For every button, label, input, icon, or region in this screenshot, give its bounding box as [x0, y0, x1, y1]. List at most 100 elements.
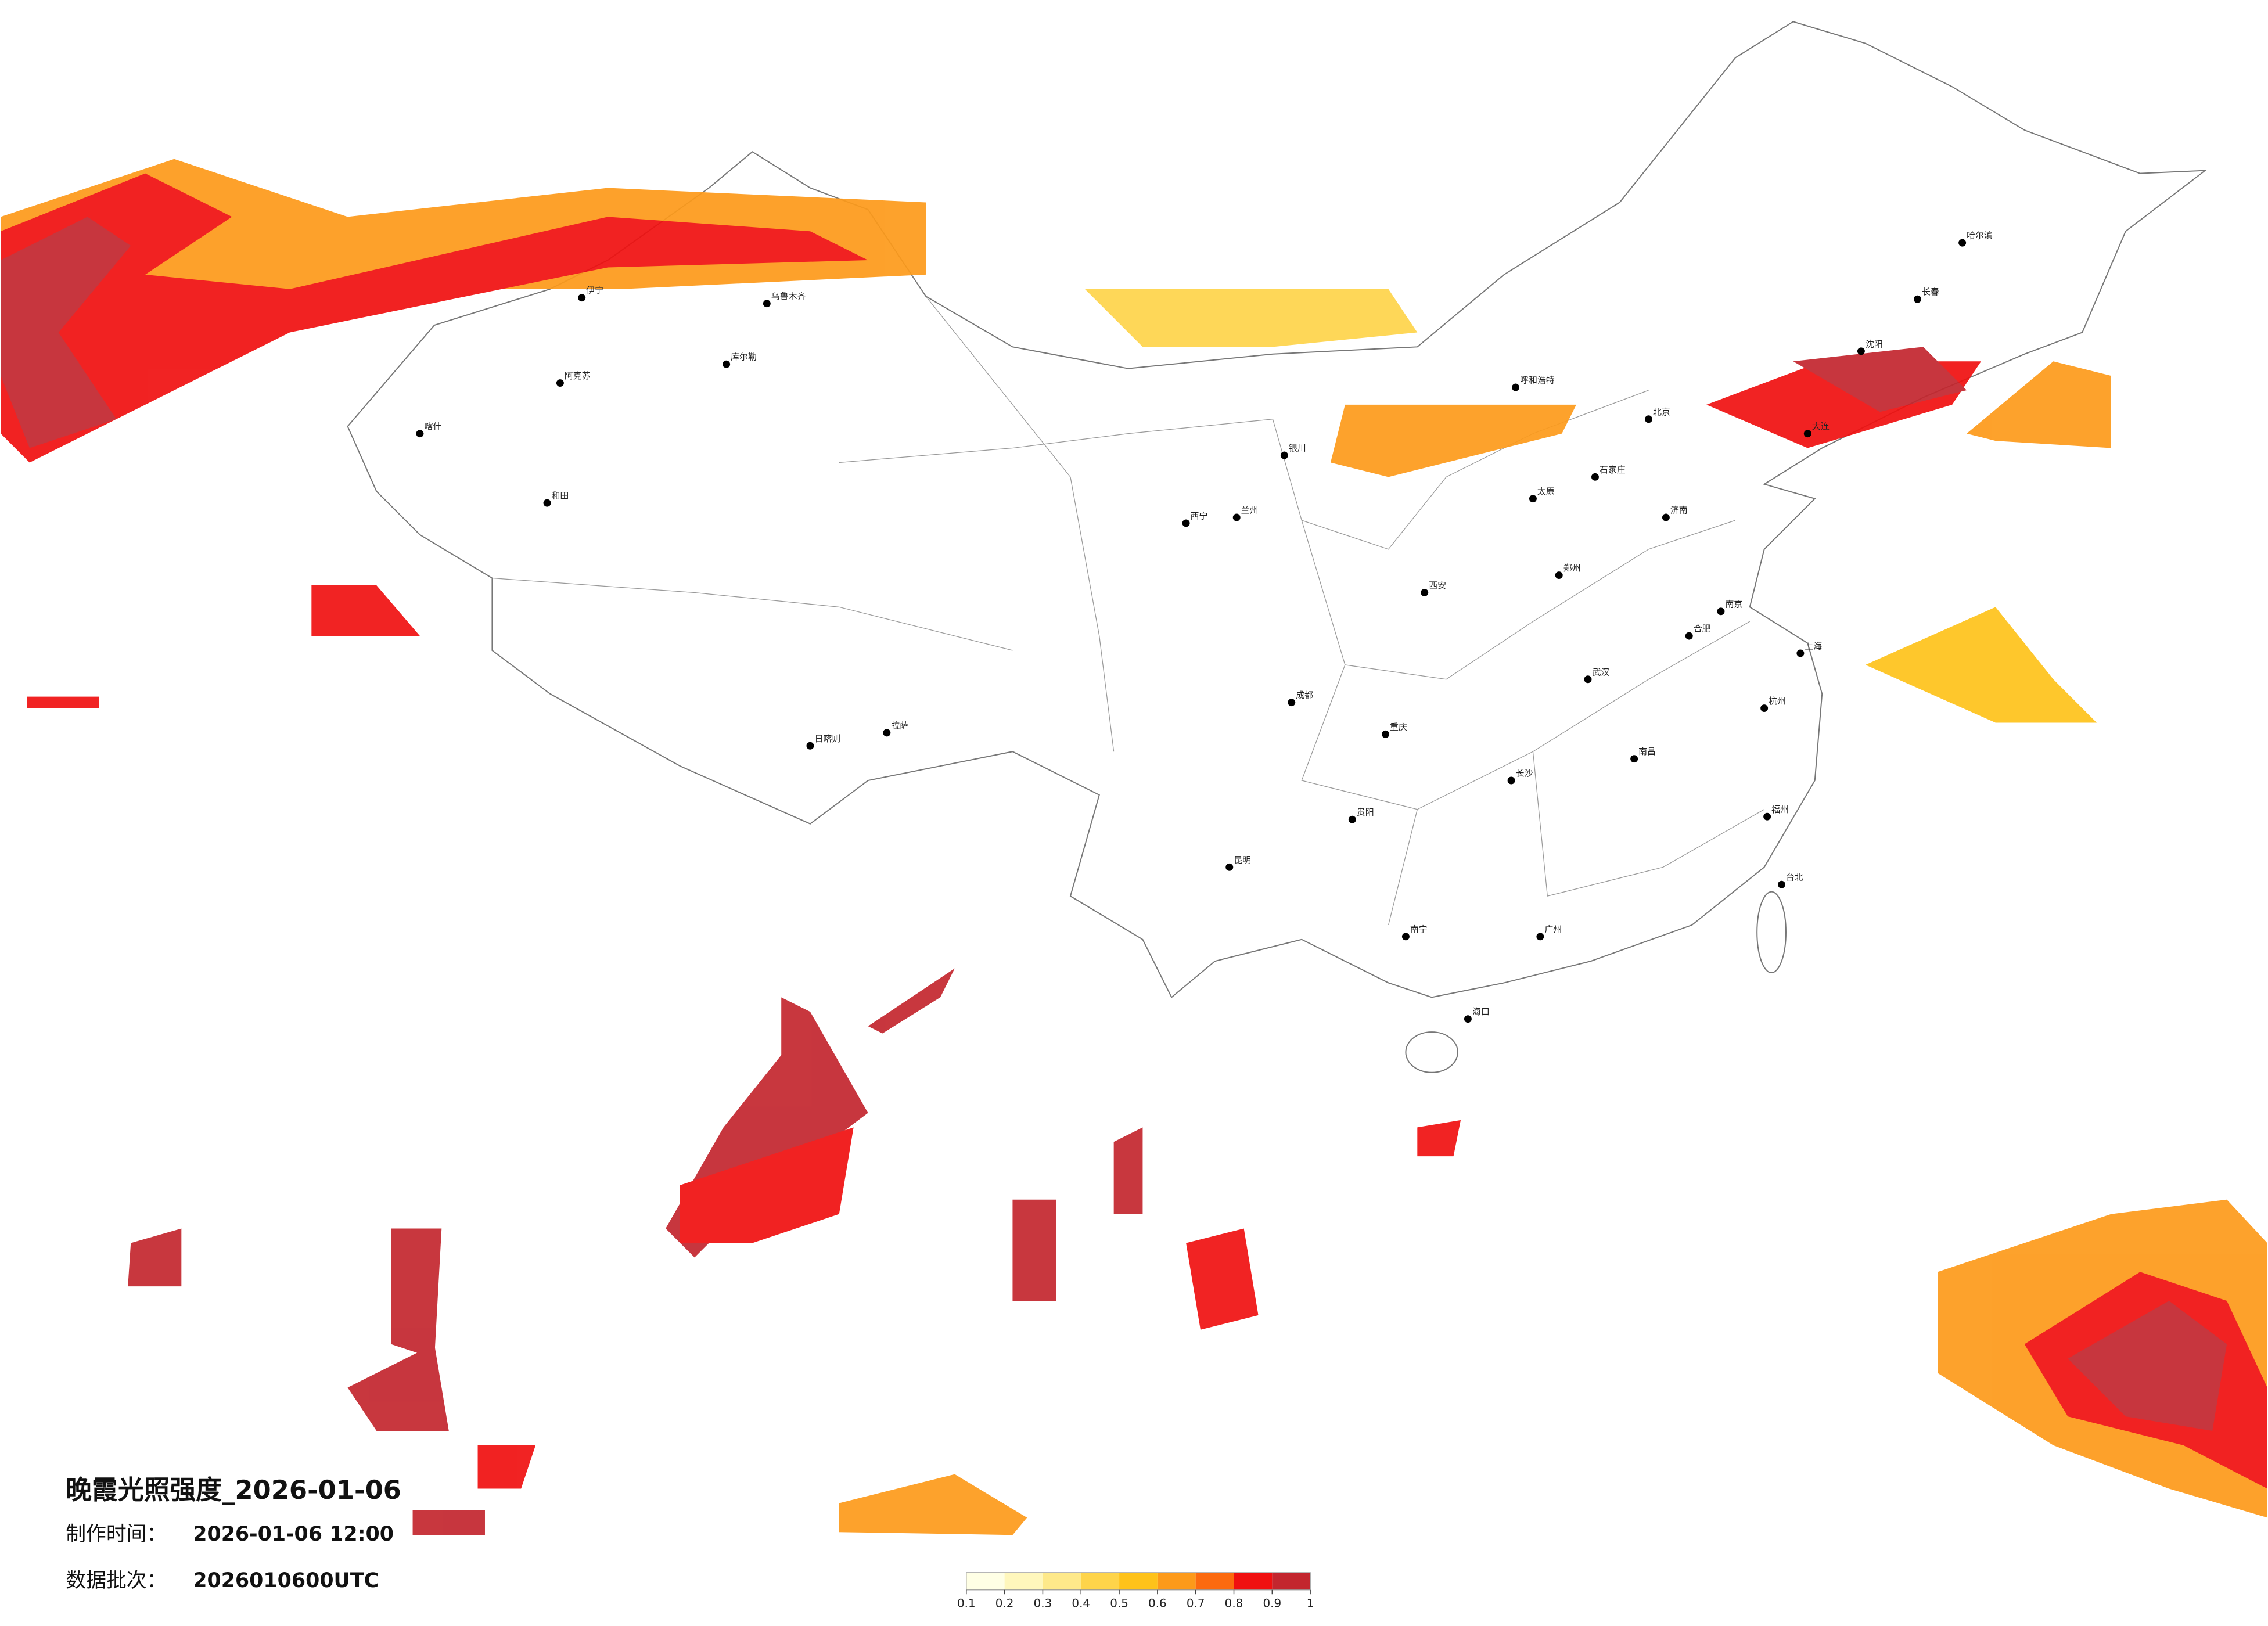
heat-area [680, 1127, 854, 1243]
city-label: 太原 [1537, 486, 1555, 497]
land [347, 21, 2207, 1073]
city-dot [1421, 588, 1429, 596]
colorbar-tick-label: 1 [1307, 1597, 1314, 1610]
colorbar-swatch [1272, 1572, 1311, 1590]
heat-area [128, 1228, 182, 1287]
city-label: 西安 [1429, 580, 1446, 591]
city-label: 合肥 [1694, 624, 1711, 634]
colorbar-frame [966, 1572, 1311, 1591]
heat-area [1, 173, 868, 463]
city-dot [1685, 632, 1693, 640]
city-label: 武汉 [1592, 667, 1609, 677]
city-dot [1280, 451, 1288, 459]
city-dot [1348, 815, 1356, 823]
colorbar-swatch [1119, 1572, 1158, 1590]
city-label: 伊宁 [586, 285, 603, 296]
colorbar-tick-label: 0.6 [1148, 1597, 1167, 1610]
city-dot [1507, 776, 1515, 785]
city-dot [556, 379, 564, 387]
city-label: 长春 [1922, 287, 1939, 297]
city-dot [1717, 607, 1725, 616]
city-dot [1591, 473, 1599, 481]
heat-area [1012, 1199, 1056, 1301]
city-dot [543, 499, 551, 507]
heat-area [839, 1474, 1027, 1535]
city-label: 库尔勒 [731, 352, 757, 362]
city-dot [883, 729, 891, 737]
city-dot [416, 430, 424, 438]
heat-area [391, 1228, 442, 1359]
city-dot [1529, 495, 1537, 503]
city-label: 大连 [1812, 421, 1830, 431]
city-label: 兰州 [1241, 505, 1259, 516]
city-dot [1182, 519, 1190, 527]
city-dot [1803, 430, 1811, 438]
taiwan [1756, 891, 1787, 974]
heat-area [477, 1445, 536, 1489]
heat-area [868, 968, 955, 1034]
city-label: 上海 [1805, 641, 1822, 652]
city-label: 南宁 [1410, 924, 1428, 934]
production-value: 2026-01-06 12:00 [193, 1523, 394, 1546]
heat-area [412, 1510, 485, 1535]
colorbar-tick-label: 0.7 [1187, 1597, 1205, 1610]
colorbar-tick-label: 0.2 [995, 1597, 1014, 1610]
city-dot [1584, 675, 1592, 684]
province-lines [492, 296, 1764, 926]
city-label: 昆明 [1234, 855, 1251, 865]
city-dot [1536, 933, 1544, 941]
heat-area [1113, 1127, 1143, 1214]
colorbar-swatch [1195, 1572, 1234, 1590]
city-dot [578, 294, 586, 302]
city-dot [1763, 812, 1771, 821]
map-title: 晚霞光照强度_2026-01-06 [66, 1474, 401, 1505]
heat-area [1186, 1228, 1259, 1330]
heat-area [27, 696, 99, 708]
batch-value: 2026010600UTC [193, 1569, 379, 1592]
colorbar-swatch [1004, 1572, 1043, 1590]
city-label: 南昌 [1638, 746, 1656, 757]
heat-area [1084, 289, 1418, 347]
heat-area [1865, 607, 2097, 723]
heat-area [347, 1344, 449, 1431]
city-label: 南京 [1725, 599, 1742, 609]
colorbar: 0.1 0.2 0.3 0.4 0.5 0.6 0.7 0.8 0.9 1 [957, 1572, 1314, 1610]
city-dot [1288, 699, 1296, 707]
city-dot [1857, 347, 1865, 355]
city-label: 广州 [1544, 924, 1562, 934]
city-dot [1958, 239, 1967, 247]
city-label: 福州 [1771, 804, 1789, 815]
city-label: 阿克苏 [565, 370, 591, 381]
city-dot [1401, 933, 1410, 941]
city-label: 杭州 [1769, 696, 1786, 706]
city-label: 济南 [1670, 505, 1688, 516]
city-dot [1464, 1015, 1472, 1023]
city-dot [1225, 863, 1234, 871]
city-dot [1796, 649, 1805, 657]
colorbar-tick-label: 0.9 [1263, 1597, 1281, 1610]
city-label: 石家庄 [1600, 465, 1626, 475]
city-dot [1760, 704, 1769, 713]
city-dot [1778, 880, 1785, 888]
colorbar-tick-label: 0.5 [1110, 1597, 1128, 1610]
city-label: 重庆 [1390, 722, 1407, 732]
city-label: 西宁 [1191, 511, 1208, 521]
city-dot [1555, 571, 1563, 580]
heat-area [1793, 347, 1967, 412]
heat-area [1417, 1120, 1461, 1157]
city-dot [763, 300, 771, 308]
production-label: 制作时间： [66, 1523, 167, 1546]
heat-layer [1, 159, 2267, 1535]
batch-label: 数据批次： [66, 1569, 167, 1592]
city-dot [723, 360, 731, 368]
heat-area [2068, 1301, 2227, 1431]
colorbar-swatch [1234, 1572, 1273, 1590]
city-label: 呼和浩特 [1520, 375, 1555, 386]
colorbar-tick-label: 0.4 [1072, 1597, 1090, 1610]
info: 晚霞光照强度_2026-01-06 制作时间： 2026-01-06 12:00… [66, 1474, 401, 1592]
city-dot [1630, 755, 1638, 763]
colorbar-swatch [1043, 1572, 1081, 1590]
city-label: 拉萨 [891, 720, 908, 731]
colorbar-swatch [1081, 1572, 1120, 1590]
